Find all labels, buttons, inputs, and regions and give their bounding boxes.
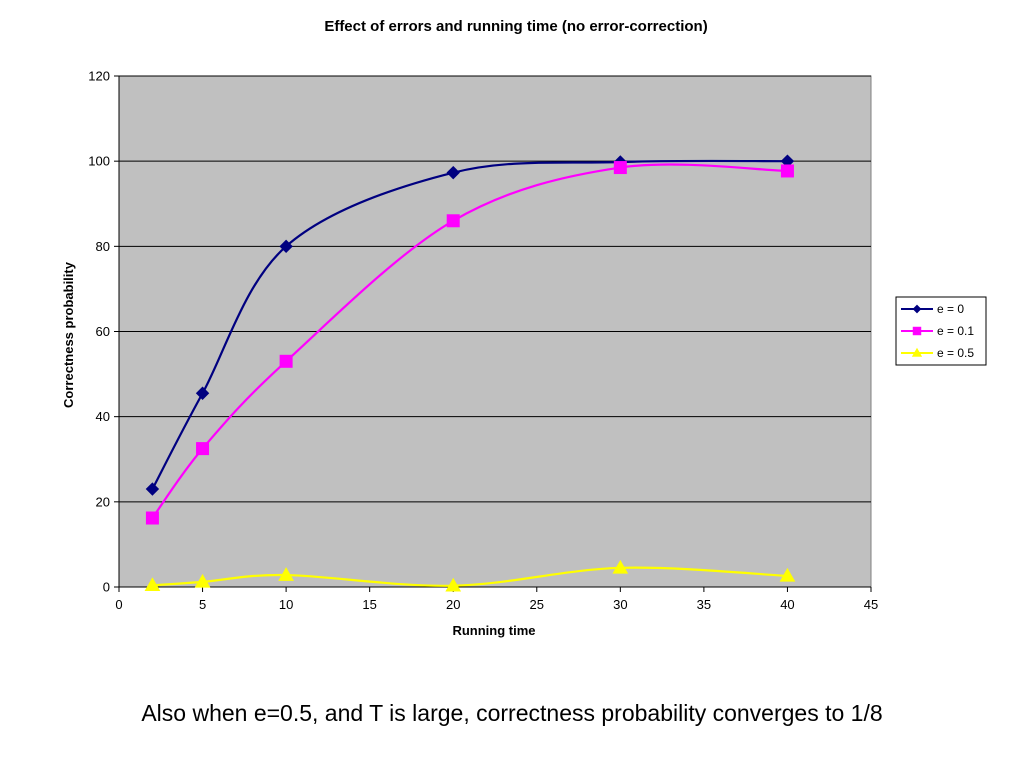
data-point (780, 164, 794, 178)
caption: Also when e=0.5, and T is large, correct… (141, 700, 883, 726)
chart-title: Effect of errors and running time (no er… (324, 18, 707, 35)
y-axis-label: Correctness probability (61, 261, 76, 408)
x-tick-label: 25 (530, 597, 544, 612)
data-point (145, 511, 159, 525)
data-point (145, 482, 160, 496)
legend-item: e = 0.1 (901, 324, 974, 338)
y-tick-label: 100 (88, 154, 110, 169)
x-tick-label: 5 (199, 597, 206, 612)
gridlines (119, 75, 871, 503)
data-point (144, 577, 161, 592)
x-tick-label: 10 (279, 597, 293, 612)
legend-label: e = 0.1 (937, 324, 974, 338)
y-tick-label: 60 (96, 324, 110, 339)
data-point (446, 214, 460, 228)
data-point (446, 165, 460, 180)
chart: Effect of errors and running time (no er… (61, 18, 987, 638)
series-1 (145, 161, 794, 525)
y-tick-label: 0 (103, 580, 110, 595)
data-point (613, 161, 627, 175)
legend-label: e = 0 (937, 302, 964, 316)
data-point (278, 567, 294, 581)
x-axis-label: Running time (452, 623, 535, 638)
data-point (779, 567, 796, 582)
x-tick-label: 20 (446, 597, 460, 612)
data-point (194, 573, 211, 588)
data-point (279, 354, 293, 368)
legend-marker (911, 347, 923, 357)
data-point (196, 442, 210, 456)
series (144, 154, 796, 592)
data-point (195, 386, 210, 400)
x-tick-label: 15 (362, 597, 376, 612)
x-tick-label: 35 (697, 597, 711, 612)
legend-marker (912, 304, 922, 314)
legend-label: e = 0.5 (937, 346, 974, 360)
data-point (279, 239, 293, 254)
x-tick-label: 0 (115, 597, 122, 612)
y-tick-label: 120 (88, 69, 110, 84)
legend-item: e = 0 (901, 302, 964, 316)
axes (114, 75, 872, 592)
series-2 (144, 559, 796, 592)
x-tick-label: 30 (613, 597, 627, 612)
legend-marker (912, 326, 922, 336)
y-tick-label: 80 (96, 239, 110, 254)
x-tick-label: 45 (864, 597, 878, 612)
tick-labels: 0 20 40 60 80 100 120 0 5 10 15 20 25 30 35 40 45 (88, 69, 878, 613)
legend-item: e = 0.5 (901, 346, 974, 360)
y-tick-label: 40 (96, 409, 110, 424)
x-tick-label: 40 (780, 597, 794, 612)
data-point (445, 577, 462, 592)
y-tick-label: 20 (96, 494, 110, 509)
data-point (612, 559, 629, 574)
legend: e = 0 e = 0.1 e = 0.5 (895, 296, 987, 366)
